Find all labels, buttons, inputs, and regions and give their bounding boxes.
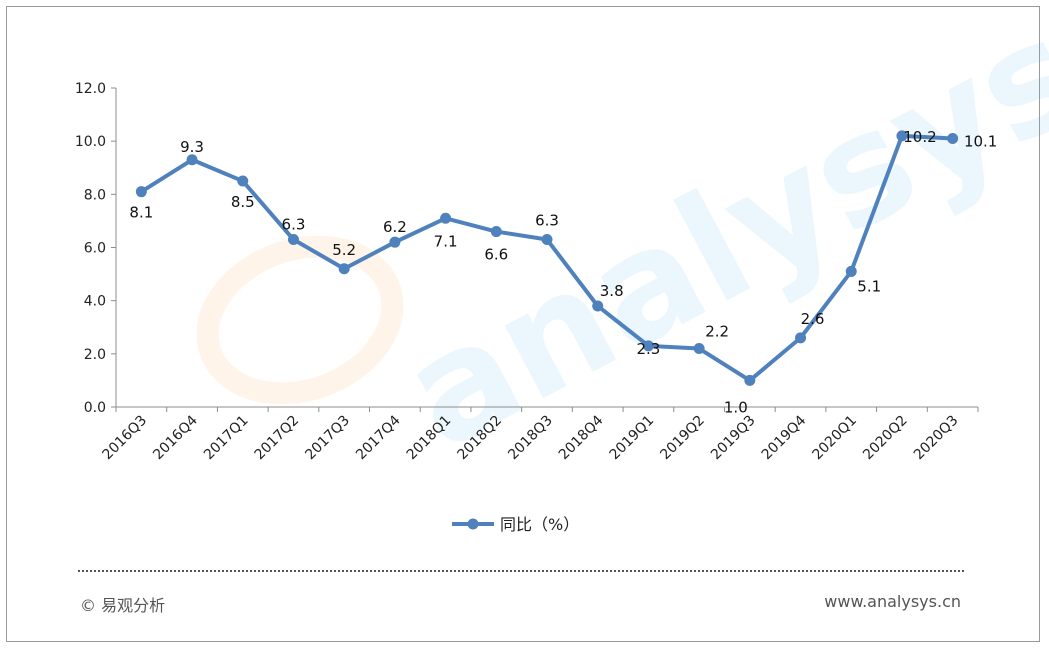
data-label: 6.3: [282, 216, 306, 234]
x-tick-label: 2020Q2: [860, 413, 911, 464]
data-point: [795, 332, 807, 344]
data-label: 5.2: [332, 241, 356, 259]
chart-frame: [6, 6, 1040, 642]
data-label: 6.6: [484, 246, 508, 264]
data-label: 10.2: [903, 128, 936, 146]
x-tick-label: 2019Q2: [657, 413, 708, 464]
x-tick-label: 2020Q3: [911, 413, 962, 464]
y-tick-label: 6.0: [84, 241, 106, 257]
data-point: [693, 343, 705, 355]
data-point: [642, 340, 654, 352]
y-tick-label: 4.0: [84, 294, 106, 310]
data-label: 7.1: [434, 232, 458, 250]
data-point: [135, 186, 147, 198]
x-tick-label: 2019Q1: [607, 413, 658, 464]
data-point: [338, 263, 350, 275]
y-tick-label: 0.0: [84, 400, 106, 416]
data-label: 8.1: [129, 204, 153, 222]
footer-copyright: © 易观分析: [80, 596, 166, 615]
y-tick-label: 2.0: [84, 347, 106, 363]
data-point: [541, 234, 553, 246]
svg-text:analysys: analysys: [378, 0, 1049, 483]
data-label: 10.1: [964, 133, 997, 151]
data-point: [389, 236, 401, 248]
y-tick-label: 10.0: [75, 134, 106, 150]
watermark: analysys: [196, 0, 1049, 483]
data-label: 3.8: [600, 282, 624, 300]
x-tick-label: 2019Q3: [708, 413, 759, 464]
x-tick-label: 2017Q2: [252, 413, 303, 464]
legend: 同比（%）: [452, 515, 579, 534]
data-label: 6.2: [383, 218, 407, 236]
data-point: [845, 265, 857, 277]
legend-label: 同比（%）: [500, 515, 579, 534]
x-tick-label: 2020Q1: [809, 413, 860, 464]
x-tick-label: 2016Q4: [150, 412, 201, 463]
x-tick-label: 2017Q1: [201, 413, 252, 464]
x-tick-label: 2016Q3: [100, 413, 151, 464]
data-label: 2.2: [705, 323, 729, 341]
y-tick-label: 12.0: [75, 81, 106, 97]
data-label: 2.6: [801, 310, 825, 328]
data-label: 5.1: [857, 277, 881, 295]
data-point: [592, 300, 604, 312]
legend-marker: [467, 518, 479, 530]
data-point: [744, 374, 756, 386]
data-point: [287, 234, 299, 246]
data-label: 8.5: [231, 193, 255, 211]
footer-divider: [78, 570, 964, 572]
data-point: [490, 226, 502, 238]
data-point: [186, 154, 198, 166]
data-label: 6.3: [535, 212, 559, 230]
series-line: 8.1 9.3 8.5 6.3 5.2 6.2 7.1 6.6 6.3 3.8 2.3 2.2 1.0 2…: [129, 128, 997, 417]
data-point: [947, 133, 959, 145]
data-label: 1.0: [724, 398, 748, 416]
x-tick-label: 2017Q4: [353, 412, 404, 463]
data-point: [237, 175, 249, 187]
data-label: 2.3: [636, 340, 660, 358]
x-tick-label: 2019Q4: [759, 412, 810, 463]
footer-website[interactable]: www.analysys.cn: [824, 592, 961, 611]
data-point: [896, 130, 908, 142]
x-tick-label: 2017Q3: [302, 413, 353, 464]
data-label: 9.3: [180, 138, 204, 156]
data-point: [440, 212, 452, 224]
y-tick-label: 8.0: [84, 187, 106, 203]
